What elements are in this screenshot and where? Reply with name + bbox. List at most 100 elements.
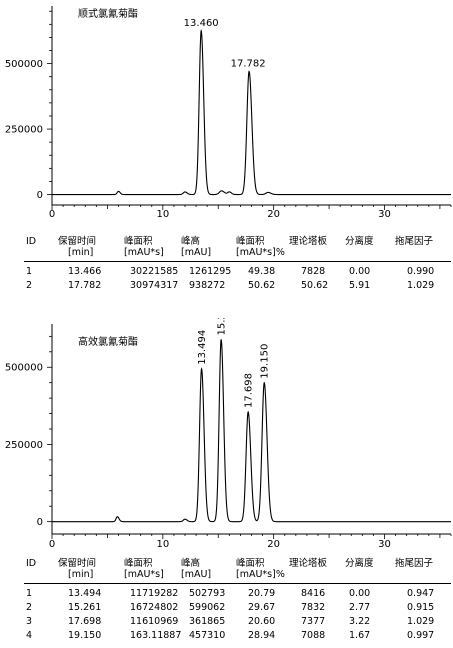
y-tick-label: 250000 xyxy=(5,440,43,451)
peak-table-1: ID 保留时间 [min] 峰面积 [mAU*s] 峰高 [mAU] 峰面积 [mAU*s]% 理… xyxy=(0,236,453,298)
y-tick-label: 500000 xyxy=(5,59,43,70)
table-cell: 2.77 xyxy=(349,602,371,613)
header-cell: 分离度 xyxy=(345,236,374,247)
table-cell: 3.22 xyxy=(349,616,371,627)
table-row: 4 19.150 163.11887 457310 28.94 7088 1.67 0.997 xyxy=(0,630,453,643)
table-cell: 502793 xyxy=(189,588,226,599)
table-cell: 2 xyxy=(26,602,33,613)
table-cell: 17.782 xyxy=(68,280,102,291)
table-cell: 1.029 xyxy=(407,280,435,291)
table-cell: 15.261 xyxy=(68,602,102,613)
x-tick-label: 30 xyxy=(378,209,391,220)
table-cell: 28.94 xyxy=(248,630,276,641)
table-cell: 0.915 xyxy=(407,602,435,613)
y-tick-label: 250000 xyxy=(5,125,43,136)
header-label: 峰面积 xyxy=(124,236,153,247)
chromatogram-2: 高效氯氰菊酯 0 10 20 30 0 250000 500000 13.494 15.261 1… xyxy=(5,318,452,550)
header-cell: 保留时间 [min] xyxy=(58,236,96,258)
header-cell: 峰面积 [mAU*s] xyxy=(124,236,164,258)
header-cell: ID xyxy=(26,558,36,569)
table-row: 1 13.494 11719282 502793 20.79 8416 0.00 0.947 xyxy=(0,588,453,601)
y-tick-label: 500000 xyxy=(5,363,43,374)
table-row: 2 17.782 30974317 938272 50.62 50.62 5.91 1.029 xyxy=(0,280,453,293)
header-cell: 峰面积 [mAU*s]% xyxy=(236,236,285,258)
table-divider xyxy=(24,583,451,584)
peak-label: 15.261 xyxy=(217,318,228,335)
table-cell: 50.62 xyxy=(248,280,276,291)
table-cell: 7088 xyxy=(301,630,326,641)
x-tick-label: 0 xyxy=(49,539,55,550)
table-cell: 1.67 xyxy=(349,630,371,641)
table-cell: 3 xyxy=(26,616,33,627)
table-cell: 30974317 xyxy=(130,280,179,291)
header-label: ID xyxy=(26,236,37,247)
header-cell: 分离度 xyxy=(345,558,374,569)
header-cell: 峰高 [mAU] xyxy=(181,558,211,580)
header-label: 理论塔板 xyxy=(289,236,328,247)
table-cell: 0.00 xyxy=(349,266,371,277)
header-label: 拖尾因子 xyxy=(395,236,434,247)
table-cell: 50.62 xyxy=(301,280,329,291)
peak-label: 13.494 xyxy=(197,330,208,365)
header-label: 峰高 xyxy=(181,558,201,569)
table-cell: 0.997 xyxy=(407,630,435,641)
header-unit: [min] xyxy=(68,569,94,580)
x-tick-label: 20 xyxy=(267,209,280,220)
header-cell: 峰面积 [mAU*s]% xyxy=(236,558,285,580)
table-cell: 17.698 xyxy=(68,616,102,627)
header-unit: [mAU*s]% xyxy=(236,247,285,258)
table-cell: 7377 xyxy=(301,616,326,627)
peak-label: 17.698 xyxy=(244,373,255,408)
table-row: 1 13.466 30221585 1261295 49.38 7828 0.00 0.990 xyxy=(0,266,453,279)
header-cell: 拖尾因子 xyxy=(395,236,433,247)
header-label: 理论塔板 xyxy=(289,558,328,569)
peak-label: 19.150 xyxy=(260,344,271,379)
table-cell: 13.466 xyxy=(68,266,102,277)
table-cell: 16724802 xyxy=(130,602,179,613)
header-cell: 理论塔板 xyxy=(289,558,327,569)
table-cell: 19.150 xyxy=(68,630,102,641)
header-label: 分离度 xyxy=(345,558,374,569)
peak-label: 17.782 xyxy=(231,58,266,69)
table-cell: 2 xyxy=(26,280,33,291)
header-unit: [mAU] xyxy=(181,247,212,258)
table-cell: 4 xyxy=(26,630,33,641)
table-cell: 8416 xyxy=(301,588,326,599)
header-cell: 峰面积 [mAU*s] xyxy=(124,558,164,580)
header-label: 峰高 xyxy=(181,236,201,247)
header-unit: [mAU*s]% xyxy=(236,569,285,580)
table-cell: 1 xyxy=(26,266,33,277)
peak-label: 13.460 xyxy=(184,18,219,29)
table-row: 2 15.261 16724802 599062 29.67 7832 2.77 0.915 xyxy=(0,602,453,615)
chart-title: 顺式氯氰菊酯 xyxy=(78,7,138,20)
table-cell: 20.79 xyxy=(248,588,276,599)
table-cell: 938272 xyxy=(189,280,226,291)
table-cell: 20.60 xyxy=(248,616,276,627)
peak-table-2: ID 保留时间 [min] 峰面积 [mAU*s] 峰高 [mAU] 峰面积 [mAU*s]% 理… xyxy=(0,558,453,646)
x-tick-label: 0 xyxy=(49,209,55,220)
x-tick-label: 10 xyxy=(156,209,169,220)
header-unit: [mAU*s] xyxy=(124,569,164,580)
header-cell: 保留时间 [min] xyxy=(58,558,96,580)
table-cell: 13.494 xyxy=(68,588,102,599)
header-cell: ID xyxy=(26,236,36,247)
header-label: 峰面积 xyxy=(124,558,153,569)
header-label: ID xyxy=(26,558,37,569)
header-label: 分离度 xyxy=(345,236,374,247)
table-cell: 163.11887 xyxy=(130,630,182,641)
table-cell: 11610969 xyxy=(130,616,179,627)
header-label: 拖尾因子 xyxy=(395,558,434,569)
table-row: 3 17.698 11610969 361865 20.60 7377 3.22 1.029 xyxy=(0,616,453,629)
header-unit: [mAU*s] xyxy=(124,247,164,258)
header-unit: [mAU] xyxy=(181,569,212,580)
table-cell: 11719282 xyxy=(130,588,179,599)
chromatogram-trace xyxy=(52,339,451,523)
table-cell: 361865 xyxy=(189,616,226,627)
table-cell: 599062 xyxy=(189,602,226,613)
table-cell: 29.67 xyxy=(248,602,276,613)
header-cell: 峰高 [mAU] xyxy=(181,236,211,258)
table-cell: 1 xyxy=(26,588,33,599)
x-tick-label: 30 xyxy=(378,539,391,550)
table-cell: 7832 xyxy=(301,602,326,613)
table-cell: 1261295 xyxy=(189,266,232,277)
